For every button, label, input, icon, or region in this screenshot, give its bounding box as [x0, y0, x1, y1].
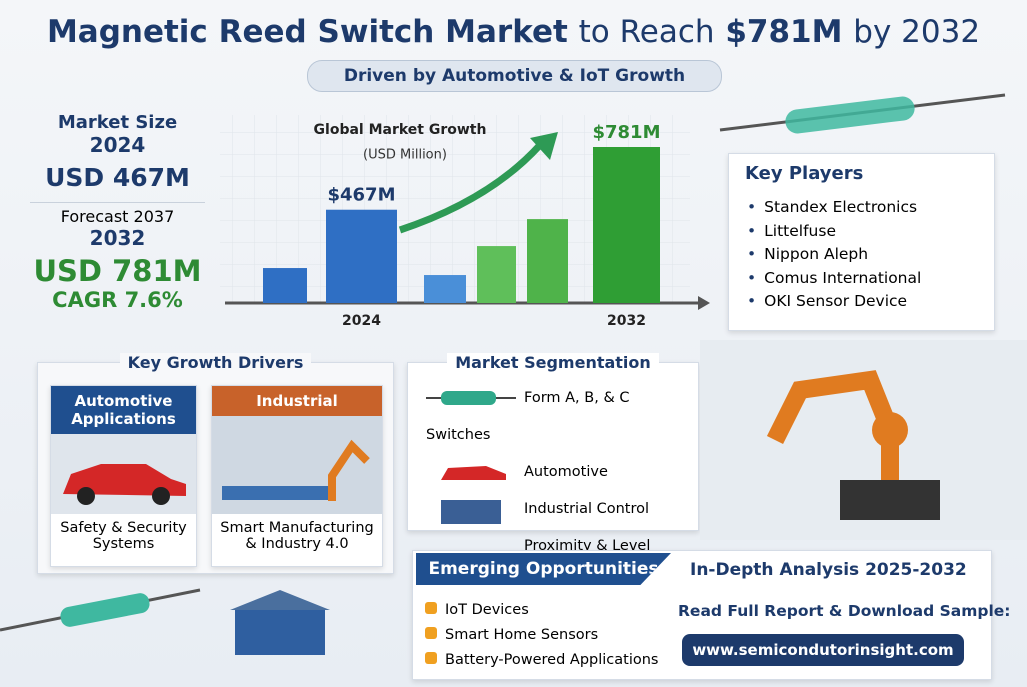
market-size-label: Market Size	[57, 112, 178, 133]
value-label: $467M	[327, 185, 395, 206]
analysis-cta: Read Full Report & Download Sample:	[678, 602, 1011, 620]
key-player-text: Standex Electronics	[764, 198, 918, 216]
title-rest: to Reach	[578, 14, 715, 50]
bar	[593, 147, 660, 303]
bullet: •	[747, 198, 757, 216]
opportunity-text: Smart Home Sensors	[445, 627, 599, 643]
segment-text: Industrial Control	[524, 501, 650, 517]
segment: Automotive	[426, 454, 698, 491]
segment-text: Form A, B, & C Switches	[426, 390, 630, 443]
chart-subtitle: (USD Million)	[363, 148, 447, 163]
x-tick-label: 2024	[342, 313, 381, 329]
market-size-year: 2024	[89, 133, 146, 157]
summary: Market Size 2024 USD 467M Forecast 2037 …	[30, 112, 205, 312]
bullet: •	[747, 221, 757, 240]
key-player-text: Nippon Aleph	[764, 245, 869, 263]
driver-caption: Safety & Security Systems	[60, 520, 187, 552]
segment-icon	[441, 500, 501, 524]
key-player: • Standex Electronics	[747, 196, 994, 220]
components-image	[0, 588, 330, 655]
analysis-title: In-Depth Analysis 2025-2032	[690, 560, 967, 580]
segment: Form A, B, & C Switches	[426, 380, 698, 454]
bar	[263, 268, 307, 303]
car-image	[51, 434, 196, 514]
forecast-year: 2032	[89, 226, 146, 250]
key-player: • Nippon Aleph	[747, 243, 994, 267]
title-value: $781M	[725, 14, 843, 50]
bullet	[426, 464, 516, 480]
bar	[477, 246, 516, 303]
x-tick-label: 2032	[607, 313, 646, 329]
cagr-label: CAGR	[52, 288, 118, 312]
segment-icon	[441, 466, 506, 480]
opportunity-text: Battery-Powered Applications	[445, 652, 659, 668]
forecast-label: Forecast 2037	[30, 202, 205, 226]
axis-head	[698, 296, 710, 310]
key-player: • Littelfuse	[747, 220, 994, 244]
opportunity: Smart Home Sensors	[425, 623, 658, 648]
key-player-text: OKI Sensor Device	[764, 292, 908, 310]
bar	[326, 209, 397, 303]
market-size-value: USD 467M	[45, 163, 190, 192]
key-player: • Comus International	[747, 267, 994, 291]
segment-icon	[426, 391, 516, 405]
cagr-value: 7.6%	[124, 288, 183, 312]
arrow-head	[530, 132, 558, 160]
bullet: •	[747, 292, 757, 310]
bullet: •	[747, 268, 757, 287]
opportunity: Battery-Powered Applications	[425, 648, 658, 673]
title-end: by 2032	[853, 14, 981, 50]
driver-heading: Automotive Applications	[51, 386, 196, 434]
chart: Global Market Growth (USD Million) $467M…	[220, 115, 710, 329]
bar	[424, 275, 466, 303]
segment-text: Automotive	[524, 464, 608, 480]
driver-card: Industrial Automation Smart Manufacturin…	[211, 385, 383, 567]
growth-arrow	[398, 142, 543, 234]
bullet	[426, 390, 516, 406]
driver-heading: Industrial Automation	[212, 386, 382, 440]
key-player-text: Comus International	[764, 268, 922, 287]
segmentation: Market Segmentation Form A, B, & C Switc…	[407, 353, 699, 591]
driver-card: Automotive Applications Safety & Securit…	[50, 385, 197, 567]
factory-image	[212, 416, 382, 514]
key-players: Key Players • Standex Electronics • Littelf…	[728, 153, 995, 331]
segmentation-title: Market Segmentation	[447, 353, 659, 372]
driver-caption: Smart Manufacturing & Industry 4.0	[220, 520, 374, 552]
robot-image	[700, 340, 1027, 540]
segment: Industrial Control	[426, 491, 698, 528]
report-link[interactable]: www.semicondutorinsight.com	[682, 634, 964, 666]
reed-switch-image	[719, 93, 1006, 134]
key-player: • OKI Sensor Device	[747, 290, 994, 314]
title-bold: Magnetic Reed Switch Market	[46, 14, 568, 50]
opportunity-text: IoT Devices	[445, 602, 529, 618]
icon	[425, 652, 437, 664]
bullet	[425, 627, 437, 643]
bullet	[426, 500, 516, 524]
title: Magnetic Reed Switch Market to Reach $78…	[0, 14, 1027, 50]
opportunities-title: Emerging Opportunities	[416, 553, 671, 585]
bullet	[425, 602, 437, 618]
icon	[425, 627, 437, 639]
bullet	[425, 652, 437, 668]
icon	[425, 602, 437, 614]
bullet: •	[747, 245, 757, 263]
growth-drivers-title: Key Growth Drivers	[119, 353, 312, 372]
opportunity: IoT Devices	[425, 598, 658, 623]
forecast-value: USD 781M	[33, 254, 202, 288]
subtitle: Driven by Automotive & IoT Growth	[307, 60, 722, 92]
key-players-title: Key Players	[745, 163, 864, 184]
value-label: $781M	[592, 122, 660, 143]
chart-title: Global Market Growth	[314, 122, 487, 138]
key-player-text: Littelfuse	[764, 221, 836, 240]
bar	[527, 219, 568, 303]
